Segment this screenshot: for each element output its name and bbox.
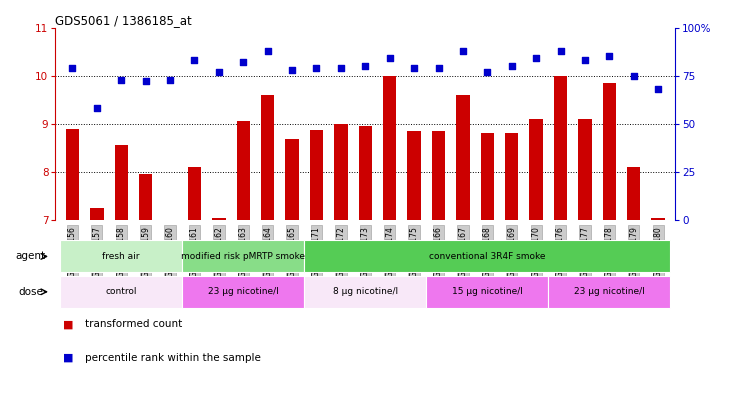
Point <box>579 57 591 63</box>
Text: ■: ■ <box>63 319 73 329</box>
Bar <box>407 131 421 220</box>
Bar <box>310 130 323 220</box>
Bar <box>90 208 103 220</box>
Bar <box>627 167 641 220</box>
Point <box>652 86 664 92</box>
Bar <box>212 218 226 220</box>
Text: 8 μg nicotine/l: 8 μg nicotine/l <box>333 287 398 296</box>
Point <box>213 69 225 75</box>
Point <box>555 48 567 54</box>
Point <box>408 65 420 71</box>
Text: 23 μg nicotine/l: 23 μg nicotine/l <box>574 287 645 296</box>
Text: GDS5061 / 1386185_at: GDS5061 / 1386185_at <box>55 14 192 27</box>
Point <box>91 105 103 112</box>
Point <box>238 59 249 65</box>
Bar <box>304 241 670 272</box>
Point <box>164 76 176 83</box>
Bar <box>432 131 445 220</box>
Point <box>262 48 274 54</box>
Bar <box>261 95 275 220</box>
Bar <box>237 121 250 220</box>
Point <box>506 63 517 69</box>
Bar <box>579 119 592 220</box>
Text: 15 μg nicotine/l: 15 μg nicotine/l <box>452 287 523 296</box>
Bar <box>182 276 304 308</box>
Point <box>604 53 615 59</box>
Bar <box>359 126 372 220</box>
Bar <box>505 133 519 220</box>
Point <box>384 55 396 61</box>
Bar <box>187 167 201 220</box>
Point <box>481 69 493 75</box>
Point <box>66 65 78 71</box>
Bar <box>554 75 568 220</box>
Bar <box>603 83 616 220</box>
Text: dose: dose <box>18 287 43 297</box>
Bar <box>61 276 182 308</box>
Point <box>359 63 371 69</box>
Point <box>139 78 151 84</box>
Point <box>530 55 542 61</box>
Point <box>335 65 347 71</box>
Text: agent: agent <box>15 252 46 261</box>
Text: transformed count: transformed count <box>85 319 182 329</box>
Bar <box>114 145 128 220</box>
Bar <box>456 95 469 220</box>
Text: fresh air: fresh air <box>103 252 140 261</box>
Text: ■: ■ <box>63 353 73 363</box>
Text: control: control <box>106 287 137 296</box>
Point <box>432 65 444 71</box>
Point <box>286 67 298 73</box>
Text: percentile rank within the sample: percentile rank within the sample <box>85 353 261 363</box>
Bar <box>286 139 299 220</box>
Bar <box>334 124 348 220</box>
Text: conventional 3R4F smoke: conventional 3R4F smoke <box>429 252 545 261</box>
Bar <box>66 129 79 220</box>
Point <box>457 48 469 54</box>
Bar <box>182 241 304 272</box>
Bar <box>383 75 396 220</box>
Bar <box>548 276 670 308</box>
Bar <box>139 174 152 220</box>
Text: 23 μg nicotine/l: 23 μg nicotine/l <box>208 287 279 296</box>
Bar <box>529 119 543 220</box>
Point <box>311 65 323 71</box>
Bar <box>480 133 494 220</box>
Bar <box>427 276 548 308</box>
Point <box>115 76 127 83</box>
Bar <box>304 276 427 308</box>
Point <box>628 72 640 79</box>
Bar <box>61 241 182 272</box>
Point <box>189 57 201 63</box>
Text: modified risk pMRTP smoke: modified risk pMRTP smoke <box>182 252 306 261</box>
Bar <box>652 218 665 220</box>
